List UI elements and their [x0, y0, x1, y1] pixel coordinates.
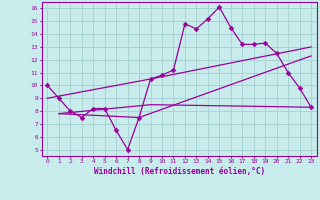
X-axis label: Windchill (Refroidissement éolien,°C): Windchill (Refroidissement éolien,°C) — [94, 167, 265, 176]
